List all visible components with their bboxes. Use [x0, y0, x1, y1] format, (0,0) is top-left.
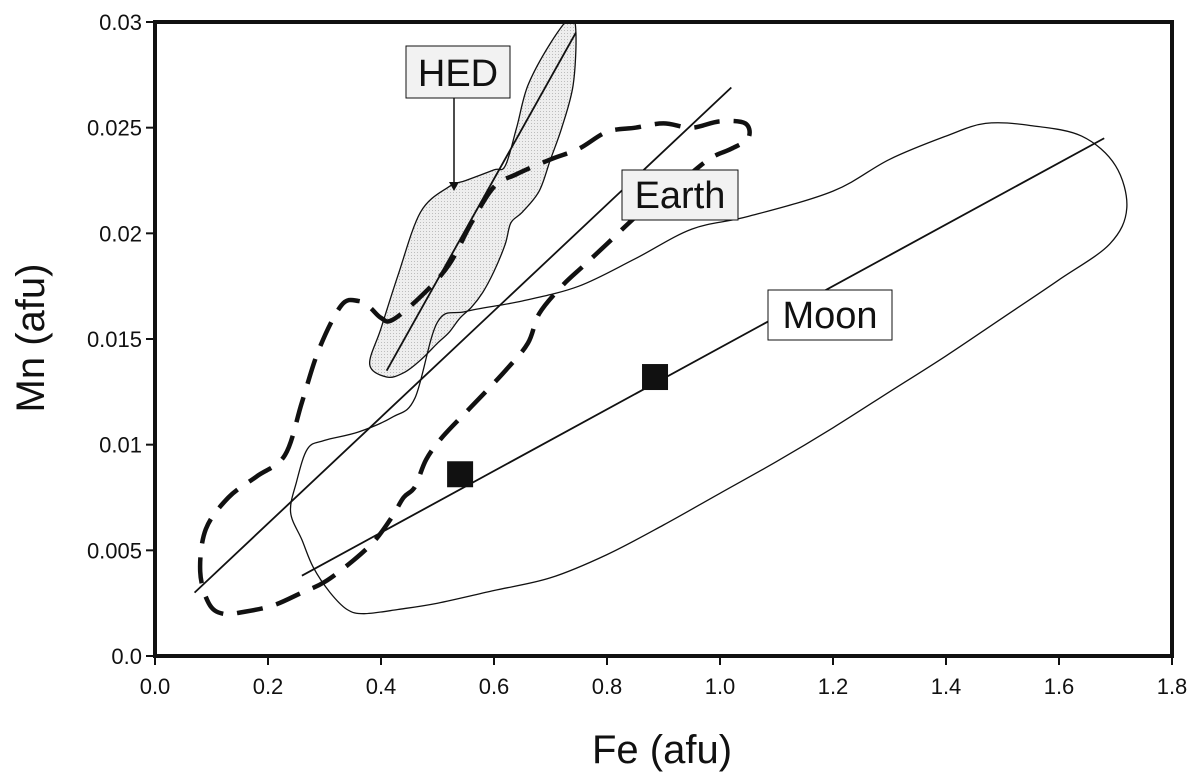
y-axis-ticks: 0.0 0.005 0.01 0.015 0.02 0.025 0.03	[87, 10, 155, 669]
plot-frame	[153, 20, 1174, 658]
region-layer	[197, 22, 1128, 617]
x-axis-ticks: 0.0 0.2 0.4 0.6 0.8 1.0 1.2 1.4 1.6 1.8	[140, 656, 1188, 699]
x-tick-label: 0.6	[479, 674, 510, 699]
x-tick-label: 1.0	[705, 674, 736, 699]
x-tick-label: 0.2	[253, 674, 284, 699]
data-point	[642, 364, 669, 391]
y-tick-label: 0.025	[87, 116, 142, 141]
hed-label-box	[405, 45, 511, 99]
y-axis-title: Mn (afu)	[9, 264, 53, 413]
x-tick-label: 0.4	[366, 674, 397, 699]
earth-label-group: Earth	[621, 169, 739, 221]
x-axis-title: Fe (afu)	[592, 728, 732, 772]
moon-region	[289, 122, 1128, 615]
y-tick-label: 0.005	[87, 538, 142, 563]
moon-fit-line	[301, 137, 1105, 577]
hed-label-group: HED	[405, 45, 511, 191]
earth-region	[197, 118, 752, 617]
earth-label-box	[621, 169, 739, 221]
hed-fit-line	[385, 32, 577, 372]
data-point	[447, 461, 474, 488]
x-tick-label: 1.6	[1044, 674, 1075, 699]
y-tick-label: 0.02	[99, 221, 142, 246]
moon-label-box	[767, 289, 893, 341]
x-tick-label: 1.4	[931, 674, 962, 699]
x-tick-label: 1.8	[1157, 674, 1188, 699]
x-tick-label: 0.0	[140, 674, 171, 699]
x-tick-label: 1.2	[818, 674, 849, 699]
earth-label: Earth	[635, 175, 726, 217]
moon-label-group: Moon	[767, 289, 893, 341]
fit-line-layer	[193, 32, 1105, 594]
hed-label: HED	[418, 53, 498, 95]
y-tick-label: 0.01	[99, 433, 142, 458]
earth-fit-line	[193, 86, 732, 594]
moon-label: Moon	[782, 295, 877, 337]
y-tick-label: 0.03	[99, 10, 142, 35]
x-tick-label: 0.8	[592, 674, 623, 699]
y-tick-label: 0.0	[111, 644, 142, 669]
hed-region	[369, 22, 577, 378]
data-point-layer	[447, 364, 669, 488]
y-tick-label: 0.015	[87, 327, 142, 352]
